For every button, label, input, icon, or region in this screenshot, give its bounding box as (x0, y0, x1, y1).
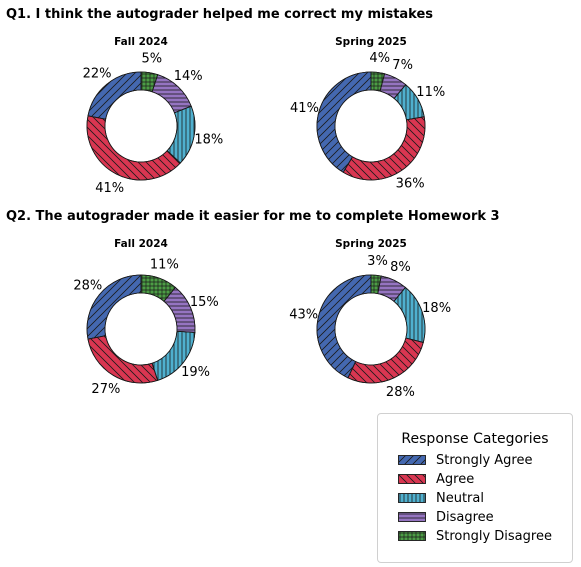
chart-title: Spring 2025 (335, 36, 407, 48)
legend-swatch-agree (398, 474, 426, 484)
legend-item-neutral: Neutral (398, 490, 484, 506)
donut-chart-1: Fall 2024 22% 41% 18% 14% 5% (83, 36, 224, 196)
slice-label-strongly-agree: 22% (83, 66, 112, 81)
donut-chart-4: Spring 2025 43% 28% 18% 8%3% (289, 238, 451, 400)
legend-item-strongly-disagree: Strongly Disagree (398, 528, 552, 544)
slice-label-agree: 36% (396, 176, 425, 191)
slice-hatch-strongly-agree (316, 71, 372, 173)
slice-label-agree: 27% (91, 382, 120, 397)
slice-label-agree: 28% (386, 385, 415, 400)
legend-item-strongly-agree: Strongly Agree (398, 452, 533, 468)
slice-label-agree: 41% (95, 181, 124, 196)
slice-hatch-neutral (166, 105, 196, 164)
slice-label-strongly-agree: 41% (290, 101, 319, 116)
slice-label-neutral: 11% (416, 85, 445, 100)
chart-title: Fall 2024 (114, 36, 168, 48)
slice-label-disagree: 15% (190, 295, 219, 310)
slice-label-neutral: 19% (181, 365, 210, 380)
legend-item-agree: Agree (398, 471, 474, 487)
slice-hatch-agree (86, 115, 181, 181)
slice-hatch-strongly-disagree (140, 71, 159, 93)
slice-label-strongly-agree: 43% (289, 307, 318, 322)
slice-label-strongly-disagree: 11% (150, 258, 179, 273)
legend-label-agree: Agree (436, 471, 475, 487)
slice-label-strongly-agree: 28% (73, 279, 102, 294)
slice-label-disagree: 14% (174, 69, 203, 84)
legend-label-strongly-agree: Strongly Agree (436, 452, 533, 468)
slice-label-strongly-disagree: 5% (141, 51, 162, 66)
slice-label-strongly-disagree: 4% (369, 51, 390, 66)
legend-item-disagree: Disagree (398, 509, 494, 525)
legend-swatch-strongly-agree (398, 455, 426, 465)
slice-label-neutral: 18% (422, 301, 451, 316)
question-1-title: Q1. I think the autograder helped me cor… (6, 7, 434, 22)
slice-hatch-strongly-agree (316, 274, 372, 379)
chart-title: Spring 2025 (335, 238, 407, 250)
slice-hatch-agree (347, 337, 424, 384)
slice-hatch-agree (342, 116, 426, 181)
legend: Response Categories Strongly Agree Agree… (377, 413, 573, 563)
legend-swatch-strongly-disagree (398, 531, 426, 541)
donut-chart-3: Fall 2024 28% 27% 19% 15% 11% (73, 238, 218, 397)
slice-hatch-strongly-disagree (140, 274, 176, 302)
slice-label-disagree: 7% (392, 58, 413, 73)
legend-label-strongly-disagree: Strongly Disagree (436, 528, 552, 544)
legend-swatch-neutral (398, 493, 426, 503)
legend-swatch-disagree (398, 512, 426, 522)
slice-label-strongly-disagree: 3% (367, 254, 388, 269)
slice-hatch-strongly-disagree (370, 274, 382, 295)
donut-chart-2: Spring 2025 41% 36% 11%7%4% (290, 36, 445, 191)
slice-hatch-strongly-disagree (370, 71, 386, 92)
slice-label-disagree: 8% (390, 260, 411, 275)
slice-label-neutral: 18% (194, 132, 223, 147)
slice-hatch-agree (87, 335, 159, 384)
chart-title: Fall 2024 (114, 238, 168, 250)
legend-title: Response Categories (401, 431, 549, 447)
question-2-title: Q2. The autograder made it easier for me… (6, 209, 500, 224)
legend-label-neutral: Neutral (436, 490, 484, 506)
legend-label-disagree: Disagree (436, 509, 494, 525)
